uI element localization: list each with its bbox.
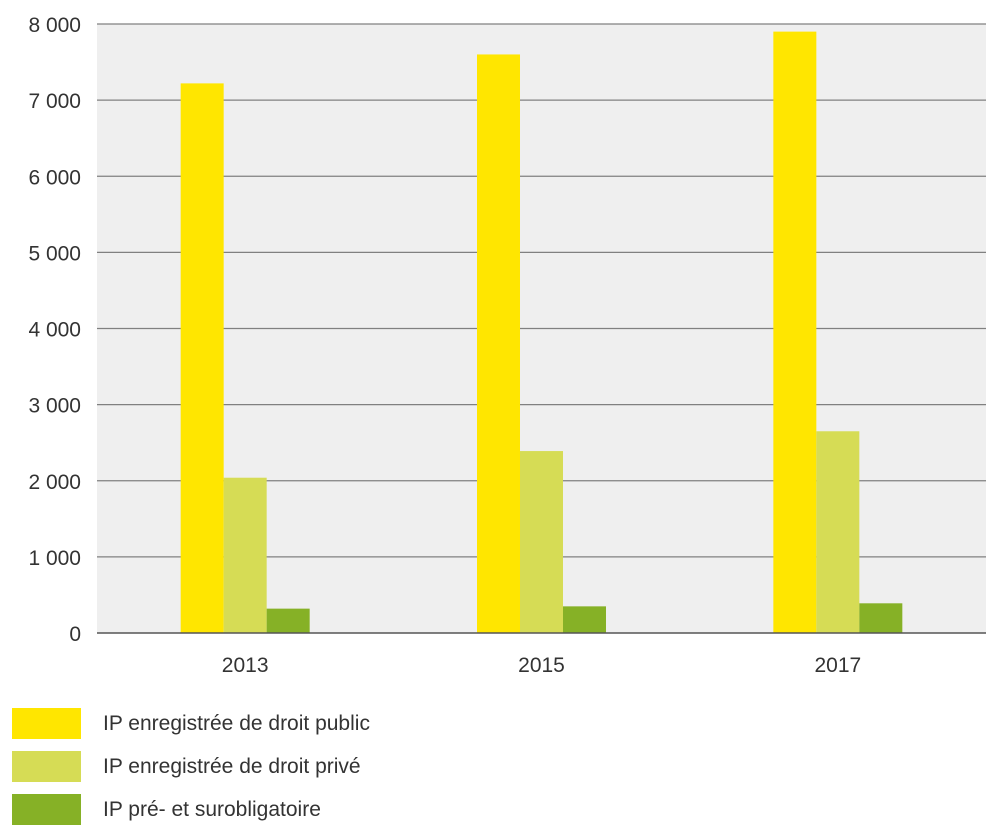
- y-tick-label: 2 000: [28, 471, 81, 494]
- x-tick-label: 2013: [222, 654, 269, 677]
- legend-swatch: [12, 794, 81, 825]
- legend-label: IP enregistrée de droit privé: [103, 754, 361, 778]
- bar-2013-series-2: [223, 477, 267, 633]
- bar-2017-series-2: [816, 431, 860, 633]
- bar-2013-series-3: [266, 608, 310, 633]
- y-tick-label: 4 000: [28, 319, 81, 342]
- legend-item: IP pré- et surobligatoire: [12, 788, 972, 831]
- y-tick-label: 8 000: [28, 14, 81, 37]
- x-tick-label: 2015: [518, 654, 565, 677]
- legend-swatch: [12, 708, 81, 739]
- y-tick-label: 3 000: [28, 395, 81, 418]
- bars: [180, 31, 903, 634]
- bar-2013-series-1: [180, 83, 224, 633]
- bar-2015-series-3: [563, 606, 606, 633]
- bar-2017-series-1: [773, 31, 817, 634]
- y-tick-label: 7 000: [28, 90, 81, 113]
- y-tick-label: 5 000: [28, 242, 81, 265]
- legend-item: IP enregistrée de droit privé: [12, 745, 972, 788]
- bar-2015-series-2: [520, 451, 563, 633]
- legend: IP enregistrée de droit public IP enregis…: [12, 702, 972, 831]
- y-tick-label: 6 000: [28, 166, 81, 189]
- x-tick-label: 2017: [814, 654, 861, 677]
- bar-2015-series-1: [477, 54, 520, 633]
- bar-chart: 0 1 000 2 000 3 000 4 000 5 000 6 000 7 000 8 00…: [28, 14, 986, 677]
- y-tick-label: 0: [69, 623, 81, 646]
- chart-area: 0 1 000 2 000 3 000 4 000 5 000 6 000 7 000 8 00…: [28, 14, 986, 677]
- y-tick-label: 1 000: [28, 547, 81, 570]
- bar-2017-series-3: [859, 603, 903, 633]
- legend-swatch: [12, 751, 81, 782]
- legend-label: IP enregistrée de droit public: [103, 711, 370, 735]
- x-axis-ticks: 2013 2015 2017: [222, 654, 861, 677]
- legend-label: IP pré- et surobligatoire: [103, 797, 321, 821]
- legend-item: IP enregistrée de droit public: [12, 702, 972, 745]
- y-axis-ticks: 0 1 000 2 000 3 000 4 000 5 000 6 000 7 000 8 00…: [28, 14, 81, 646]
